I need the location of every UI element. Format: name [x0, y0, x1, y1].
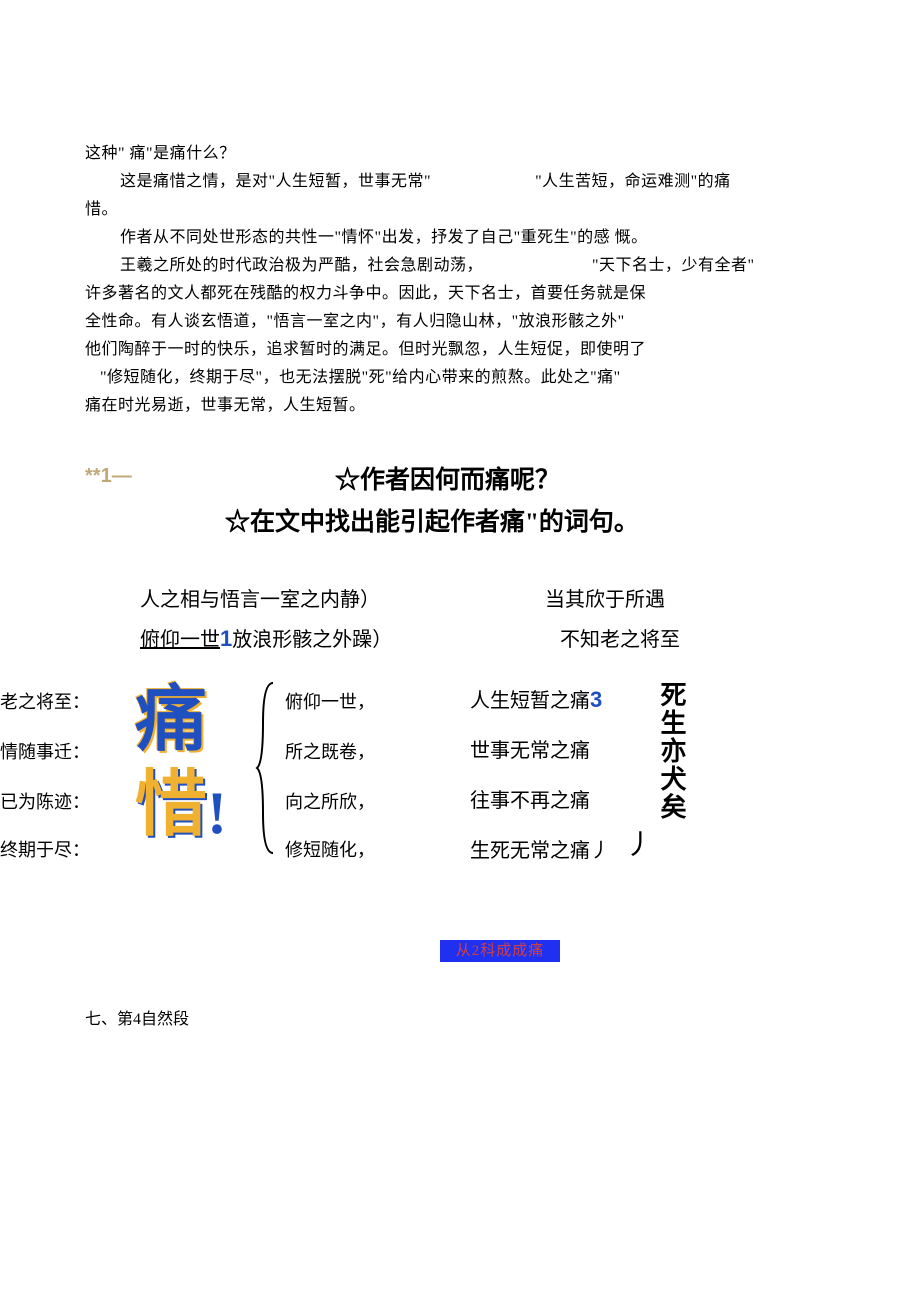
para-2b: "人生苦短，命运难测"的痛	[535, 173, 731, 190]
diagram-right-1a: 人生短暂之痛	[470, 690, 590, 712]
para-line-10: 痛在时光易逝，世事无常，人生短暂。	[0, 392, 920, 420]
para-5b: "天下名士，少有全者"	[592, 257, 755, 274]
tongxi-graphic: 痛 惜!	[135, 678, 240, 858]
diagram-mid-2: 所之既卷，	[285, 738, 375, 764]
pain-diagram: 老之将至： 情随事迁： 已为陈迹： 终期于尽： 痛 惜! 俯仰一世， 所之既卷，…	[0, 678, 920, 868]
diagram-label-4: 终期于尽：	[0, 836, 90, 862]
diagram-label-3: 已为陈迹：	[0, 788, 90, 814]
question-1: ☆作者因何而痛呢？	[85, 460, 920, 496]
diagram-right-3: 往事不再之痛	[470, 784, 590, 813]
para-line-1: 这种" 痛"是痛什么？	[0, 140, 920, 168]
answer-left-2a: 俯仰一世	[140, 629, 220, 651]
para-line-8: 他们陶醉于一时的快乐，追求暂时的满足。但时光飘忽，人生短促，即使明了	[0, 336, 920, 364]
para-2a: 这是痛惜之情，是对"人生短暂，世事无常"	[120, 173, 431, 190]
exclamation-icon: !	[207, 779, 227, 848]
question-block: **1— ☆作者因何而痛呢？ ☆在文中找出能引起作者痛"的词句。	[0, 460, 920, 538]
answer-block-a: 人之相与悟言一室之内静） 俯仰一世1放浪形骸之外躁） 当其欣于所遇 不知老之将至	[0, 583, 920, 663]
number-3: 3	[590, 687, 602, 712]
big-char-tong: 痛	[135, 678, 240, 763]
right-brace-icon: 丿	[625, 823, 653, 863]
document-body: 这种" 痛"是痛什么？ 这是痛惜之情，是对"人生短暂，世事无常" "人生苦短，命…	[0, 0, 920, 868]
answer-left-2b: 放浪形骸之外躁）	[232, 629, 392, 651]
diagram-mid-3: 向之所欣，	[285, 788, 375, 814]
section-7-heading: 七、第4自然段	[85, 1005, 189, 1029]
answer-left-1: 人之相与悟言一室之内静）	[140, 583, 380, 612]
para-line-7: 全性命。有人谈玄悟道，"悟言一室之内"，有人归隐山林，"放浪形骸之外"	[0, 308, 920, 336]
answer-right-1: 当其欣于所遇	[545, 583, 665, 612]
number-1: 1	[220, 626, 232, 651]
section-marker: **1—	[85, 465, 132, 488]
diagram-right-4: 生死无常之痛丿	[470, 834, 610, 863]
vertical-text: 死生亦犬矣	[655, 681, 687, 821]
para-line-2: 这是痛惜之情，是对"人生短暂，世事无常" "人生苦短，命运难测"的痛	[0, 168, 920, 196]
diagram-label-1: 老之将至：	[0, 688, 90, 714]
para-5a: 王羲之所处的时代政治极为严酷，社会急剧动荡，	[120, 257, 483, 274]
diagram-label-2: 情随事迁：	[0, 738, 90, 764]
para-line-5: 王羲之所处的时代政治极为严酷，社会急剧动荡， "天下名士，少有全者"	[0, 252, 920, 280]
left-brace-icon	[255, 678, 280, 858]
para-line-6: 许多著名的文人都死在残酷的权力斗争中。因此，天下名士，首要任务就是保	[0, 280, 920, 308]
diagram-mid-4: 修短随化，	[285, 836, 375, 862]
para-line-9: "修短随化，终期于尽"，也无法摆脱"死"给内心带来的煎熬。此处之"痛"	[0, 364, 920, 392]
diagram-right-2: 世事无常之痛	[470, 734, 590, 763]
diagram-right-1: 人生短暂之痛3	[470, 684, 602, 713]
diagram-mid-1: 俯仰一世，	[285, 688, 375, 714]
blue-highlight-bar: 从2科成成痛	[440, 940, 560, 962]
big-char-xi: 惜	[135, 763, 207, 848]
para-line-3: 惜。	[0, 196, 920, 224]
answer-left-2: 俯仰一世1放浪形骸之外躁）	[140, 623, 392, 652]
question-2: ☆在文中找出能引起作者痛"的词句。	[85, 502, 920, 538]
para-line-4: 作者从不同处世形态的共性一"情怀"出发，抒发了自己"重死生"的感 慨。	[0, 224, 920, 252]
answer-right-2: 不知老之将至	[560, 623, 680, 652]
